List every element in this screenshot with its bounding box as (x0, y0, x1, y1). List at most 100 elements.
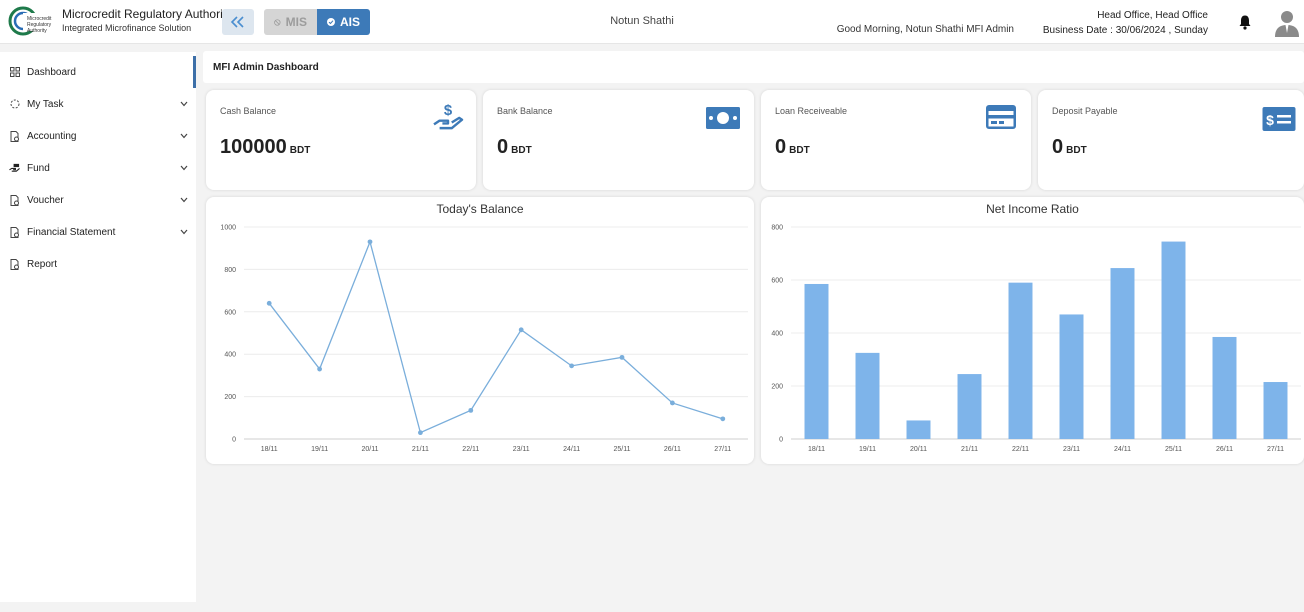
x-tick-label: 24/11 (1114, 446, 1131, 453)
card-unit: BDT (289, 145, 311, 156)
y-tick-label: 600 (224, 309, 236, 316)
chevron-down-icon (180, 133, 188, 139)
x-tick-label: 27/11 (1267, 446, 1284, 453)
svg-text:Authority: Authority (27, 28, 47, 34)
sidebar-item-label: Report (27, 258, 58, 270)
svg-text:$: $ (444, 102, 453, 119)
sidebar-item-report[interactable]: Report (0, 248, 196, 280)
ban-icon (274, 18, 281, 26)
hand-dollar-icon: $ (433, 102, 464, 130)
x-tick-label: 24/11 (563, 446, 580, 453)
x-tick-label: 22/11 (1012, 446, 1029, 453)
document-gear-icon (9, 130, 20, 142)
page-title: MFI Admin Dashboard (203, 51, 1304, 83)
user-avatar-icon[interactable] (1274, 9, 1300, 37)
data-point[interactable] (468, 407, 474, 413)
sidebar-item-my-task[interactable]: My Task (0, 88, 196, 120)
sidebar-item-financial-statement[interactable]: Financial Statement (0, 216, 196, 248)
hand-money-icon (9, 163, 20, 174)
y-tick-label: 800 (771, 225, 783, 232)
data-point[interactable] (266, 300, 272, 306)
document-gear-icon (9, 258, 20, 270)
y-tick-label: 600 (771, 278, 783, 285)
x-tick-label: 25/11 (614, 446, 631, 453)
sidebar-item-label: Accounting (27, 130, 77, 142)
bar[interactable] (906, 420, 931, 439)
sidebar-item-dashboard[interactable]: Dashboard (0, 56, 196, 88)
ais-toggle-button[interactable]: AIS (317, 9, 370, 35)
data-point[interactable] (367, 239, 373, 245)
todays-balance-chart: 0 200 400 600 800 1000 18/11 19/11 20/11 21/11 22/… (220, 225, 748, 453)
sidebar-item-accounting[interactable]: Accounting (0, 120, 196, 152)
data-point[interactable] (518, 327, 524, 333)
sidebar-item-label: My Task (27, 98, 64, 110)
bar[interactable] (1212, 336, 1237, 439)
bar[interactable] (804, 283, 829, 439)
data-point[interactable] (317, 366, 322, 372)
y-tick-label: 0 (779, 437, 783, 444)
x-tick-label: 20/11 (362, 446, 379, 453)
x-tick-label: 26/11 (664, 446, 681, 453)
y-tick-label: 1000 (220, 225, 236, 232)
data-point[interactable] (569, 363, 574, 369)
net-income-ratio-chart: 0 200 400 600 800 18/11 19/11 20/11 21/11 22/11 23… (771, 225, 1301, 453)
bar[interactable] (957, 374, 982, 439)
bar[interactable] (1161, 241, 1186, 439)
card-label: Loan Receiveable (775, 106, 848, 116)
bar[interactable] (1263, 382, 1288, 439)
collapse-sidebar-button[interactable] (222, 9, 254, 35)
bar[interactable] (855, 352, 880, 439)
chart-title: Today's Balance (436, 202, 524, 216)
chevron-down-icon (180, 101, 188, 107)
mis-toggle-button[interactable]: MIS (264, 9, 317, 35)
series-line (268, 239, 723, 434)
task-circle-icon (9, 99, 20, 110)
card-amount: 0 (497, 136, 509, 158)
chart-title: Net Income Ratio (986, 202, 1079, 216)
x-tick-label: 25/11 (1165, 446, 1182, 453)
card-unit: BDT (789, 145, 810, 156)
cash-balance-card: Cash Balance 100000 BDT $ (206, 90, 476, 190)
bell-icon[interactable] (1238, 14, 1252, 30)
card-amount: 0 (1052, 136, 1064, 158)
x-tick-label: 27/11 (714, 446, 731, 453)
chevron-down-icon (180, 229, 188, 235)
check-circle-icon (327, 18, 335, 26)
brand-title: Microcredit Regulatory Authority (62, 7, 233, 21)
document-gear-icon (9, 194, 20, 206)
svg-text:$: $ (1266, 112, 1274, 128)
card-label: Deposit Payable (1052, 106, 1118, 116)
data-point[interactable] (418, 430, 423, 436)
y-tick-label: 200 (771, 384, 783, 391)
module-toggle: MIS AIS (264, 9, 370, 35)
card-unit: BDT (511, 145, 532, 156)
mis-label: MIS (285, 15, 307, 29)
grid-icon (9, 67, 20, 78)
y-tick-label: 400 (771, 331, 783, 338)
y-tick-label: 800 (224, 267, 236, 274)
office-info: Head Office, Head Office Business Date :… (1043, 8, 1208, 38)
bar[interactable] (1110, 268, 1135, 439)
y-tick-label: 400 (224, 352, 236, 359)
top-header: Microcredit Regulatory Authority Microcr… (0, 0, 1304, 44)
business-date: Business Date : 30/06/2024 , Sunday (1042, 25, 1208, 36)
card-amount: 0 (775, 136, 787, 158)
x-tick-label: 19/11 (859, 446, 876, 453)
card-value: 100000 BDT (220, 136, 310, 159)
bar[interactable] (1059, 314, 1084, 439)
data-point[interactable] (619, 354, 625, 360)
data-point[interactable] (720, 416, 726, 422)
loan-receiveable-card: Loan Receiveable 0 BDT (761, 90, 1031, 190)
sidebar-item-label: Voucher (27, 194, 64, 206)
brand-block: Microcredit Regulatory Authority Integra… (62, 7, 232, 33)
net-income-ratio-chart-card: Net Income Ratio 0 200 400 600 800 18/11 19/11… (761, 197, 1304, 464)
credit-card-icon (986, 105, 1016, 129)
sidebar-item-voucher[interactable]: Voucher (0, 184, 196, 216)
sidebar-item-fund[interactable]: Fund (0, 152, 196, 184)
bar[interactable] (1008, 282, 1033, 439)
banknote-icon (706, 107, 740, 129)
document-gear-icon (9, 226, 20, 238)
data-point[interactable] (670, 400, 675, 406)
svg-text:Microcredit: Microcredit (27, 16, 52, 22)
chevron-down-icon (180, 165, 188, 171)
